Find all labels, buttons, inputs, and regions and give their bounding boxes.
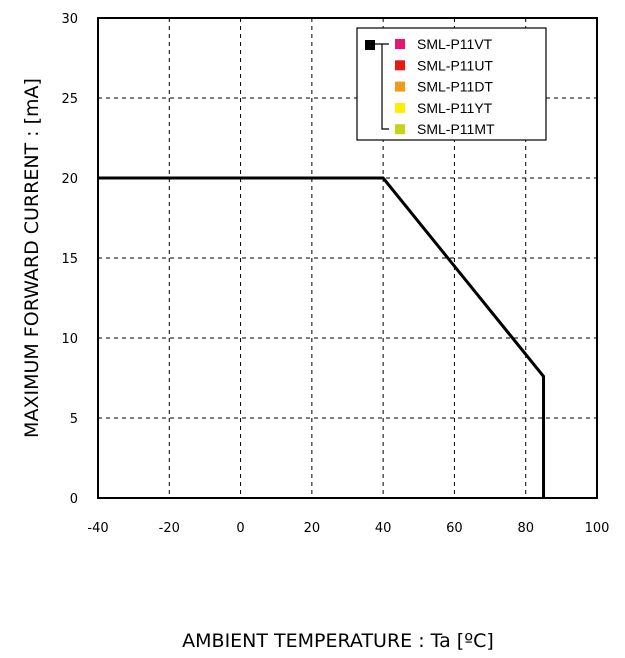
plot-frame [97, 17, 598, 499]
legend-swatch [395, 60, 405, 71]
x-tick-label: -40 [87, 521, 108, 536]
legend-label: SML-P11UT [417, 57, 493, 73]
y-tick-labels: 0 5 10 15 20 25 30 [61, 12, 78, 507]
x-tick-labels: -40 -20 0 20 40 60 80 100 [87, 521, 609, 536]
legend-label: SML-P11DT [417, 79, 493, 95]
series-line [98, 176, 546, 498]
x-tick-label: 20 [304, 521, 321, 536]
x-tick-label: 100 [585, 521, 610, 536]
x-tick-label: 80 [517, 521, 534, 536]
legend-swatch [395, 81, 405, 92]
x-tick-label: 60 [446, 521, 463, 536]
y-tick-label: 5 [70, 412, 78, 427]
y-tick-label: 0 [70, 492, 78, 507]
x-tick-label: 0 [236, 521, 244, 536]
legend-box [356, 27, 547, 141]
x-tick-label: 40 [375, 521, 392, 536]
legend-label: SML-P11VT [417, 36, 493, 52]
x-axis-label: AMBIENT TEMPERATURE : Ta [ºC] [182, 630, 494, 652]
y-tick-label: 10 [61, 332, 78, 347]
legend-swatch [395, 102, 405, 113]
y-tick-label: 30 [61, 12, 78, 27]
legend: SML-P11VT SML-P11UT SML-P11DT SML-P11YT SML-… [356, 27, 547, 141]
series-layer [98, 176, 546, 498]
legend-label: SML-P11YT [417, 100, 493, 116]
y-tick-label: 25 [61, 92, 78, 107]
y-tick-label: 15 [61, 252, 78, 267]
y-axis-label: MAXIMUM FORWARD CURRENT : [mA] [21, 78, 43, 438]
y-tick-label: 20 [61, 172, 78, 187]
legend-swatch [395, 124, 405, 135]
legend-items: SML-P11VT SML-P11UT SML-P11DT SML-P11YT SML-… [395, 36, 495, 137]
legend-swatch [395, 39, 405, 49]
legend-series-marker [365, 40, 375, 50]
legend-label: SML-P11MT [417, 121, 495, 137]
x-tick-label: -20 [159, 521, 180, 536]
legend-bracket [375, 43, 389, 130]
